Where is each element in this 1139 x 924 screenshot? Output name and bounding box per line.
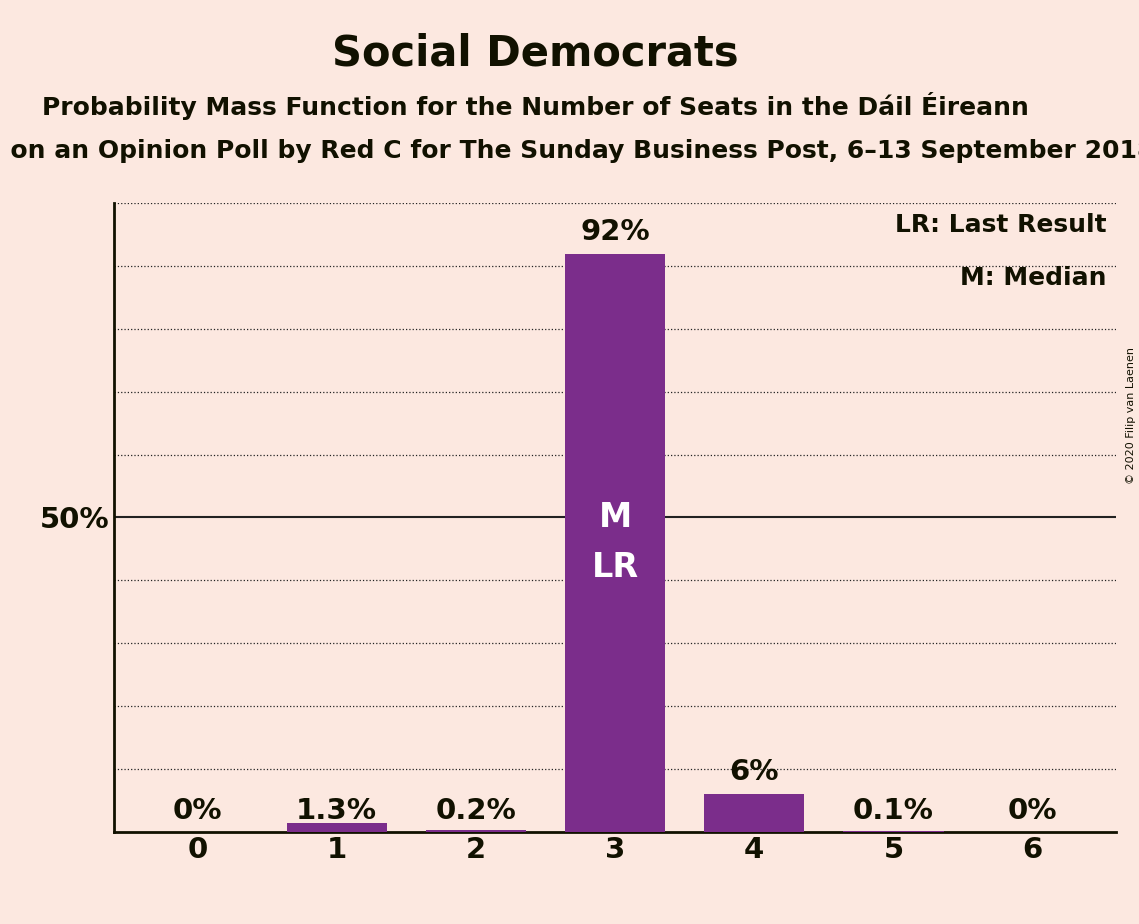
Text: Based on an Opinion Poll by Red C for The Sunday Business Post, 6–13 September 2: Based on an Opinion Poll by Red C for Th… <box>0 139 1139 163</box>
Text: 1.3%: 1.3% <box>296 797 377 825</box>
Text: M: Median: M: Median <box>960 266 1106 290</box>
Text: 0%: 0% <box>173 797 222 825</box>
Text: 0.2%: 0.2% <box>435 797 516 825</box>
Text: M: M <box>598 501 632 534</box>
Text: LR: LR <box>591 552 639 584</box>
Text: LR: Last Result: LR: Last Result <box>894 213 1106 237</box>
Text: 0%: 0% <box>1008 797 1057 825</box>
Text: 92%: 92% <box>580 218 650 246</box>
Bar <box>565 253 665 832</box>
Text: 0.1%: 0.1% <box>853 797 934 825</box>
Bar <box>287 823 387 832</box>
Text: Social Democrats: Social Democrats <box>331 32 739 74</box>
Bar <box>704 794 804 832</box>
Bar <box>426 831 526 832</box>
Text: © 2020 Filip van Laenen: © 2020 Filip van Laenen <box>1126 347 1136 484</box>
Text: 6%: 6% <box>729 759 779 786</box>
Text: Probability Mass Function for the Number of Seats in the Dáil Éireann: Probability Mass Function for the Number… <box>42 92 1029 120</box>
